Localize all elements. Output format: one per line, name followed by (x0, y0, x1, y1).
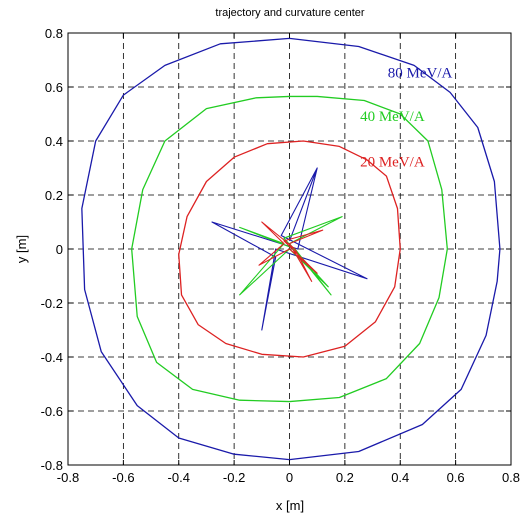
series-layer (81, 37, 501, 461)
y-tick-label: -0.8 (41, 458, 63, 473)
x-tick-label: 0 (286, 470, 293, 485)
x-tick-label: 0.2 (336, 470, 354, 485)
y-tick-label: 0.4 (45, 134, 63, 149)
x-axis-title: x [m] (276, 498, 304, 513)
x-tick-labels: -0.8 -0.6 -0.4 -0.2 0 0.2 0.4 0.6 0.8 (57, 470, 520, 485)
tick-marks (67, 32, 512, 466)
y-tick-label: -0.2 (41, 296, 63, 311)
chart-title: trajectory and curvature center (215, 7, 365, 19)
series-label: 80 MeV/A (388, 66, 453, 82)
series-label: 40 MeV/A (360, 109, 425, 125)
curvature-center-line (258, 221, 324, 282)
trajectory-line (131, 95, 448, 403)
series-annotations: 80 MeV/A 40 MeV/A 20 MeV/A (360, 66, 452, 171)
y-tick-label: -0.6 (41, 404, 63, 419)
trajectory-line (178, 140, 401, 358)
series-label: 20 MeV/A (360, 155, 425, 171)
x-tick-label: 0.8 (502, 470, 520, 485)
x-tick-label: 0.4 (391, 470, 409, 485)
y-tick-label: 0 (56, 242, 63, 257)
y-tick-label: 0.2 (45, 188, 63, 203)
y-tick-label: 0.8 (45, 26, 63, 41)
x-tick-label: 0.6 (447, 470, 465, 485)
x-tick-label: -0.6 (112, 470, 134, 485)
y-tick-label: 0.6 (45, 80, 63, 95)
x-tick-label: -0.8 (57, 470, 79, 485)
trajectory-line (81, 37, 501, 461)
y-axis-title: y [m] (14, 235, 29, 263)
y-tick-label: -0.4 (41, 350, 63, 365)
x-tick-label: -0.4 (168, 470, 190, 485)
y-tick-labels: -0.8 -0.6 -0.4 -0.2 0 0.2 0.4 0.6 0.8 (41, 26, 63, 473)
curvature-center-line (211, 167, 368, 331)
x-tick-label: -0.2 (223, 470, 245, 485)
curvature-center-line (239, 216, 343, 296)
